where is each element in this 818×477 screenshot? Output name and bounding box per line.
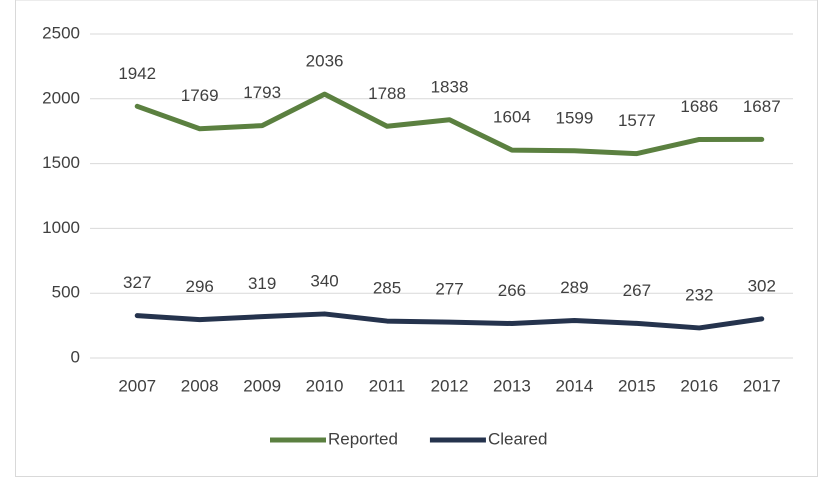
- data-label: 1838: [431, 77, 469, 96]
- x-tick-label: 2011: [369, 376, 406, 395]
- data-label: 232: [685, 285, 713, 304]
- x-tick-label: 2016: [680, 376, 718, 395]
- data-label: 1769: [181, 86, 219, 105]
- x-tick-label: 2012: [431, 376, 469, 395]
- series-line: [134, 91, 765, 157]
- x-tick-label: 2008: [181, 376, 219, 395]
- data-label: 1687: [743, 97, 781, 116]
- x-tick-label: 2015: [618, 376, 656, 395]
- x-tick-label: 2010: [306, 376, 344, 395]
- chart-frame: [15, 0, 818, 477]
- data-label: 1604: [493, 108, 531, 127]
- data-label: 1599: [555, 108, 593, 127]
- data-label: 1793: [243, 83, 281, 102]
- data-label: 266: [498, 281, 526, 300]
- data-label: 277: [435, 280, 463, 299]
- x-tick-label: 2009: [243, 376, 281, 395]
- data-label: 2036: [306, 52, 344, 71]
- x-tick-label: 2017: [743, 376, 781, 395]
- y-tick-label: 500: [52, 283, 80, 302]
- x-tick-label: 2014: [555, 376, 593, 395]
- data-label: 289: [560, 278, 588, 297]
- x-tick-label: 2013: [493, 376, 531, 395]
- series-line: [134, 311, 765, 331]
- data-label: 1577: [618, 111, 656, 130]
- data-label: 319: [248, 274, 276, 293]
- data-label: 302: [748, 276, 776, 295]
- y-tick-label: 2000: [42, 88, 80, 107]
- data-label: 327: [123, 273, 151, 292]
- data-label: 267: [623, 281, 651, 300]
- data-label: 340: [310, 271, 338, 290]
- y-tick-label: 0: [71, 347, 80, 366]
- x-tick-label: 2007: [118, 376, 156, 395]
- data-label: 285: [373, 279, 401, 298]
- legend-label: Cleared: [488, 429, 548, 448]
- data-label: 296: [185, 277, 213, 296]
- y-tick-label: 1500: [42, 153, 80, 172]
- data-label: 1686: [680, 97, 718, 116]
- legend-label: Reported: [328, 429, 398, 448]
- y-tick-label: 2500: [42, 23, 80, 42]
- y-tick-label: 1000: [42, 218, 80, 237]
- data-label: 1942: [118, 64, 156, 83]
- data-label: 1788: [368, 84, 406, 103]
